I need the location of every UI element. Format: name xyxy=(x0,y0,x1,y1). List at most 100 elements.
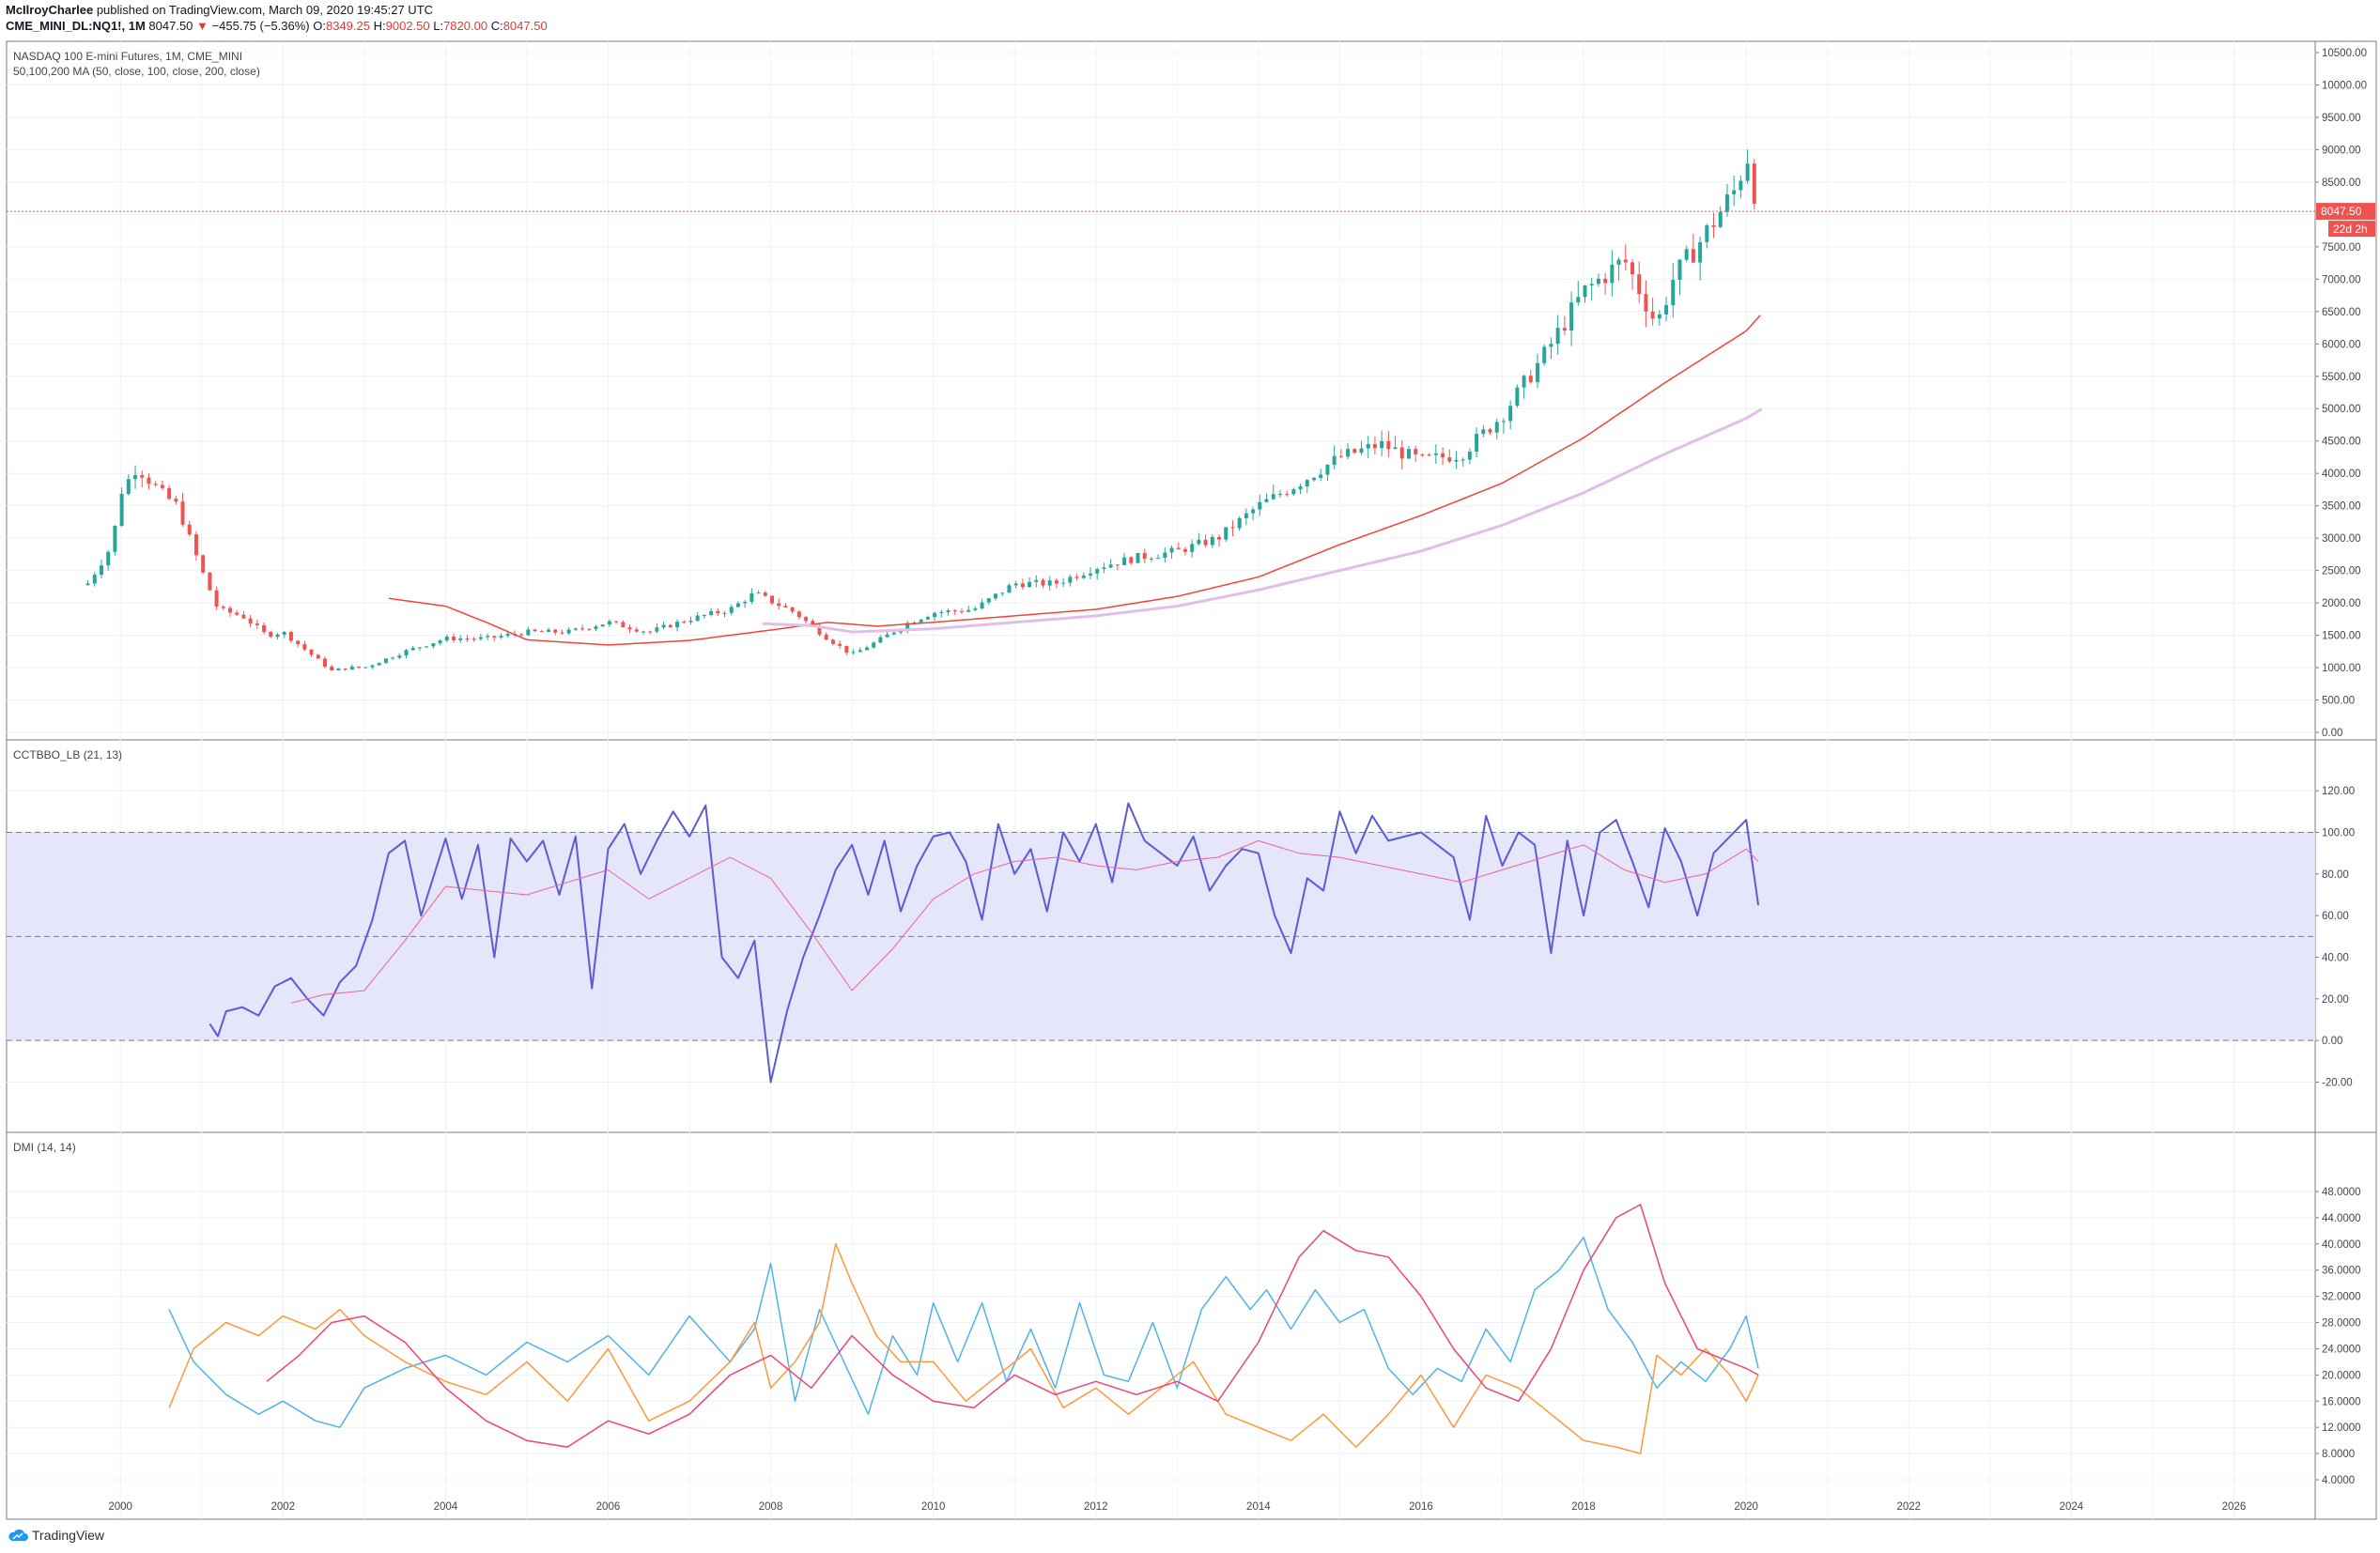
change-arrow-icon: ▼ xyxy=(196,19,209,33)
candle xyxy=(309,649,314,655)
candle xyxy=(986,598,991,603)
candle xyxy=(1305,480,1309,487)
x-tick-label: 2012 xyxy=(1084,1501,1108,1513)
y-tick-label: -20.00 xyxy=(2322,1077,2353,1088)
candle xyxy=(316,654,320,659)
candle xyxy=(533,629,537,632)
x-tick-label: 2000 xyxy=(108,1501,132,1513)
candle xyxy=(1475,434,1479,453)
candle xyxy=(722,612,727,614)
candle xyxy=(933,612,937,618)
candle xyxy=(1433,453,1438,455)
x-tick-label: 2020 xyxy=(1734,1501,1758,1513)
candle xyxy=(709,610,714,616)
x-tick-label: 2010 xyxy=(921,1501,946,1513)
x-tick-label: 2014 xyxy=(1246,1501,1271,1513)
low-label: L: xyxy=(433,19,444,33)
candle xyxy=(553,629,558,633)
candle xyxy=(1583,284,1587,298)
candle xyxy=(486,636,490,638)
y-tick-label: 4.0000 xyxy=(2322,1475,2355,1486)
candle xyxy=(282,632,286,635)
candle xyxy=(580,628,585,630)
candle xyxy=(1589,284,1594,285)
candle xyxy=(804,617,809,622)
candle xyxy=(668,624,672,628)
candle xyxy=(1312,477,1317,481)
candle xyxy=(1427,454,1431,456)
x-tick-label: 2022 xyxy=(1896,1501,1921,1513)
candle xyxy=(1380,440,1384,449)
x-tick-label: 2026 xyxy=(2222,1501,2247,1513)
countdown-badge xyxy=(2328,221,2375,238)
candle xyxy=(167,487,172,500)
candle xyxy=(193,534,198,556)
candle xyxy=(1169,547,1174,553)
y-tick-label: 100.00 xyxy=(2322,827,2355,838)
price-pane-title: NASDAQ 100 E-mini Futures, 1M, CME_MINI xyxy=(13,50,242,63)
candle xyxy=(1562,328,1567,331)
candle xyxy=(729,607,734,613)
candle xyxy=(1610,264,1615,284)
candle xyxy=(1332,455,1337,466)
candle xyxy=(1528,376,1533,382)
candle xyxy=(302,644,307,650)
candle xyxy=(959,610,964,612)
candle xyxy=(675,622,680,628)
candle xyxy=(688,621,693,623)
x-tick-label: 2024 xyxy=(2060,1501,2084,1513)
y-tick-label: 24.0000 xyxy=(2322,1344,2361,1355)
candle xyxy=(1677,259,1682,281)
y-tick-label: 3500.00 xyxy=(2322,501,2361,513)
candle xyxy=(858,650,862,653)
y-tick-label: 9000.00 xyxy=(2322,145,2361,156)
candle xyxy=(1081,575,1086,578)
candle xyxy=(905,623,910,630)
candle xyxy=(1190,544,1195,552)
y-tick-label: 0.00 xyxy=(2322,1036,2342,1047)
candle xyxy=(1501,421,1506,423)
cct-line xyxy=(209,802,1760,1084)
candle xyxy=(1724,194,1729,212)
candle xyxy=(1406,449,1411,459)
candle xyxy=(770,595,775,604)
candle xyxy=(1291,489,1296,495)
candle xyxy=(566,629,571,634)
candle xyxy=(1088,573,1092,576)
candle xyxy=(1156,558,1161,560)
y-tick-label: 44.0000 xyxy=(2322,1213,2361,1224)
candle xyxy=(811,621,815,626)
candle xyxy=(573,628,578,630)
candle xyxy=(296,640,301,645)
candle xyxy=(1000,592,1005,594)
candle xyxy=(1122,557,1127,565)
y-tick-label: 9500.00 xyxy=(2322,113,2361,124)
candle xyxy=(391,657,395,659)
candle xyxy=(1739,180,1743,191)
candle xyxy=(465,638,470,640)
candle xyxy=(180,501,185,525)
candle xyxy=(471,638,476,640)
candle xyxy=(187,524,192,535)
footer-brand[interactable]: TradingView xyxy=(8,1528,104,1543)
candle xyxy=(235,612,240,615)
adx-line xyxy=(266,1204,1759,1448)
candle xyxy=(370,665,375,668)
candle xyxy=(519,634,524,636)
y-tick-label: 20.0000 xyxy=(2322,1370,2361,1381)
candle xyxy=(174,499,178,502)
y-tick-label: 40.00 xyxy=(2322,952,2349,963)
candle xyxy=(1657,314,1661,319)
candle xyxy=(241,614,246,619)
candle xyxy=(1298,486,1303,490)
candle xyxy=(1020,583,1025,588)
candle xyxy=(1623,259,1628,263)
candle xyxy=(248,618,253,624)
candle xyxy=(1271,494,1275,500)
candle xyxy=(1224,527,1229,540)
high-value: 9002.50 xyxy=(385,19,430,33)
candle xyxy=(1115,564,1120,566)
publisher-name[interactable]: McIlroyCharlee xyxy=(6,3,94,17)
y-tick-label: 500.00 xyxy=(2322,696,2355,707)
